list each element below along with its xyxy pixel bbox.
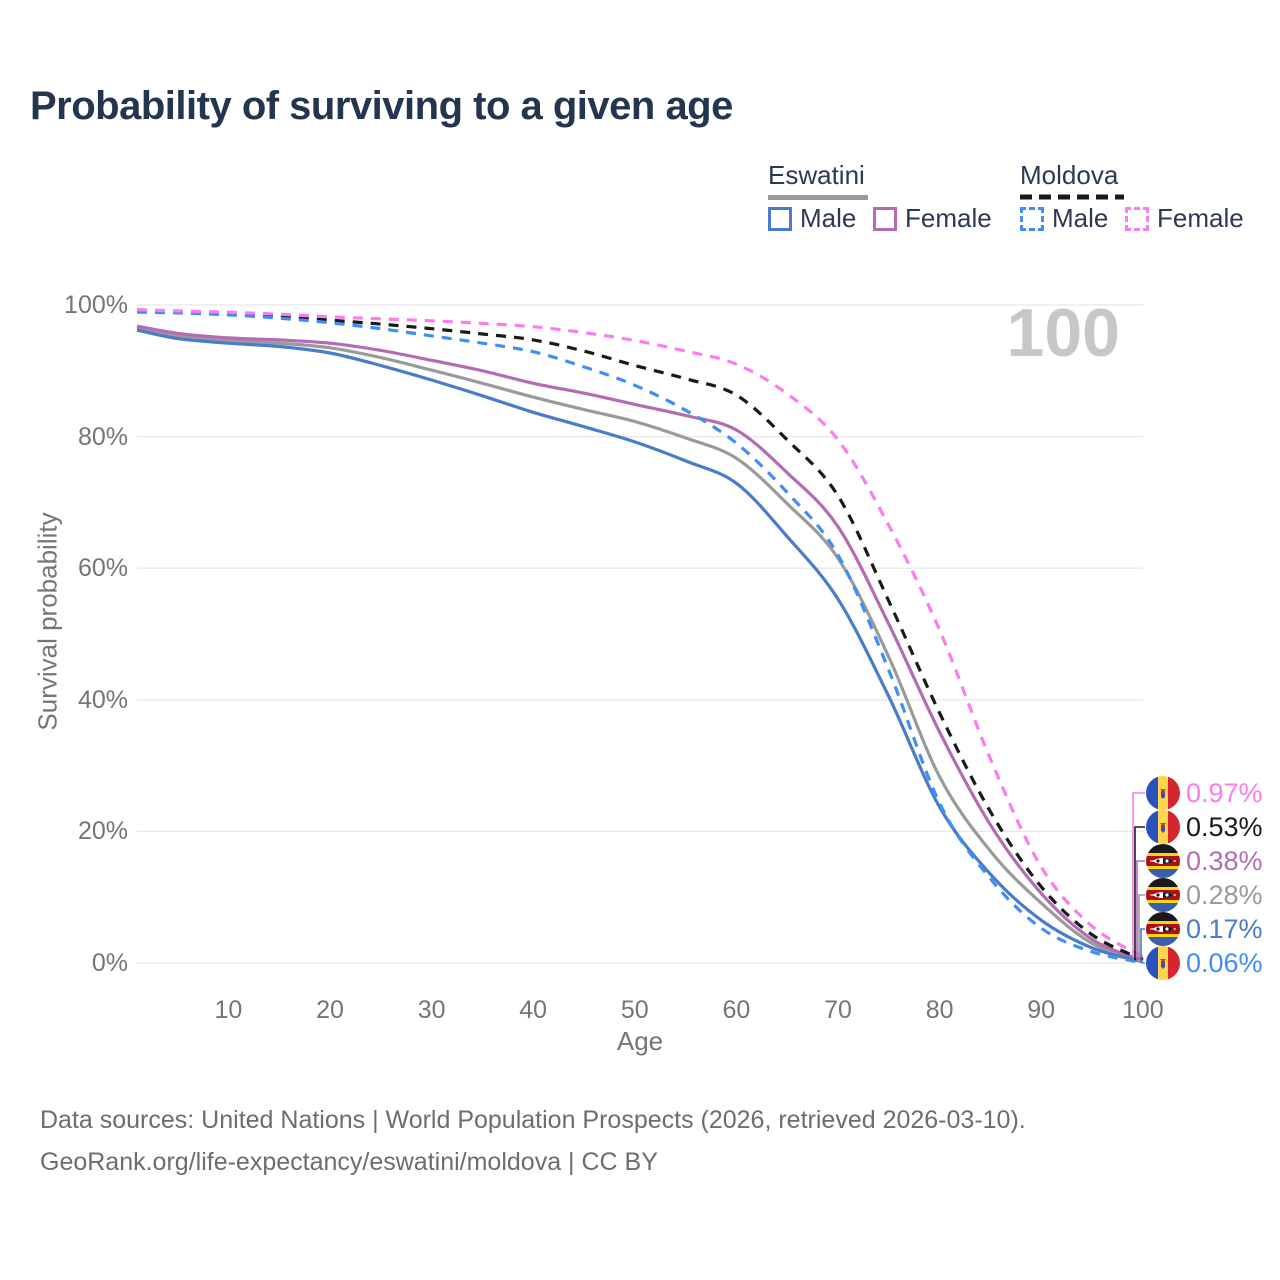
end-label-moldova-both: 0.53% [1146,810,1263,844]
x-axis-title: Age [616,1026,664,1056]
x-tick-40: 40 [519,996,548,1024]
eswatini-female-swatch-icon [873,206,897,231]
x-tick-30: 30 [417,996,446,1024]
moldova-flag-icon [1146,946,1180,980]
eswatini-flag-icon [1146,912,1180,946]
end-label-moldova-female: 0.97% [1146,776,1263,810]
curve-moldova-male[interactable] [136,310,1144,965]
x-tick-90: 90 [1027,996,1056,1024]
end-value: 0.28% [1186,879,1263,910]
data-source-line1: Data sources: United Nations | World Pop… [40,1106,1026,1134]
y-tick-100pct: 100% [64,291,128,319]
curve-moldova-female[interactable] [136,308,1144,958]
legend-eswatini-label[interactable]: Eswatini [768,160,865,190]
end-label-connector [1132,792,1145,958]
x-tick-70: 70 [824,996,852,1024]
end-label-connector [1138,894,1145,963]
x-tick-50: 50 [620,996,649,1024]
legend-moldova-label[interactable]: Moldova [1020,160,1119,190]
end-value: 0.38% [1186,845,1263,876]
end-value: 0.06% [1186,947,1263,978]
x-tick-60: 60 [722,996,751,1024]
moldova-female-swatch-icon [1125,206,1149,231]
moldova-flag-icon [1146,810,1180,844]
eswatini-flag-icon [1146,844,1180,878]
legend-item-moldova-female[interactable]: Female [1125,203,1244,234]
curve-moldova-both[interactable] [136,309,1144,961]
y-tick-80pct: 80% [77,422,128,451]
eswatini-flag-icon [1146,878,1180,912]
curve-eswatini-male[interactable] [136,328,1144,964]
end-value: 0.53% [1186,811,1263,842]
legend-group-moldova: Moldova [1020,160,1130,200]
legend-group-eswatini: Eswatini [768,160,868,200]
y-tick-60pct: 60% [77,554,128,583]
x-tick-20: 20 [316,996,344,1024]
legend-item-eswatini-female[interactable]: Female [873,203,992,234]
end-label-eswatini-male: 0.17% [1146,912,1263,946]
legend-moldova-underline [1020,194,1124,200]
end-label-connector [1140,928,1145,963]
hover-age-watermark: 100 [1006,295,1120,371]
legend-item-label: Male [800,203,857,233]
end-label-eswatini-female: 0.38% [1146,844,1263,878]
chart-title: Probability of surviving to a given age [30,84,733,128]
legend-item-moldova-male[interactable]: Male [1020,203,1108,234]
curve-eswatini-female[interactable] [136,324,1144,962]
legend-item-eswatini-male[interactable]: Male [768,203,856,234]
x-tick-10: 10 [214,996,243,1024]
x-tick-80: 80 [925,996,954,1024]
legend-item-label: Female [1157,203,1244,233]
end-value: 0.17% [1186,913,1263,944]
y-tick-0pct: 0% [91,949,128,977]
y-tick-20pct: 20% [77,817,128,846]
legend-eswatini-underline [768,195,868,200]
data-source-line2: GeoRank.org/life-expectancy/eswatini/mol… [40,1148,658,1176]
eswatini-male-swatch-icon [768,206,792,231]
x-tick-100: 100 [1121,996,1164,1024]
curve-eswatini-both[interactable] [136,326,1144,963]
end-label-eswatini-both: 0.28% [1146,878,1263,912]
end-label-moldova-male: 0.06% [1146,946,1263,980]
moldova-male-swatch-icon [1020,206,1044,231]
y-tick-40pct: 40% [77,685,128,714]
moldova-flag-icon [1146,776,1180,810]
legend-item-label: Male [1052,203,1109,233]
end-value: 0.97% [1186,777,1263,808]
legend-item-label: Female [905,203,992,233]
